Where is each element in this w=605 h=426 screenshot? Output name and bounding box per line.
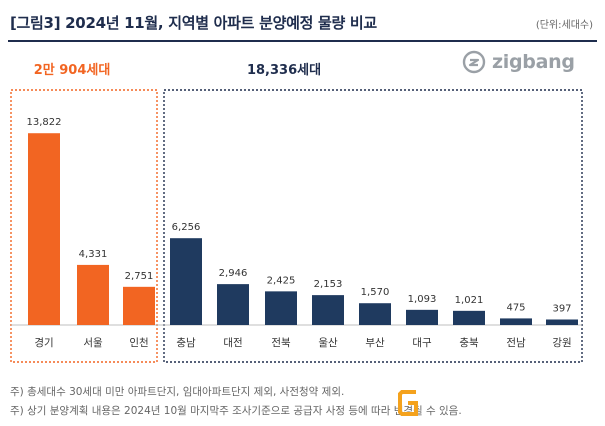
zigbang-logo-icon	[462, 50, 486, 74]
bar-대전	[217, 284, 249, 325]
data-label-울산: 2,153	[314, 279, 343, 290]
data-label-대구: 1,093	[408, 294, 437, 305]
category-label-전북: 전북	[271, 337, 291, 349]
g-watermark-icon	[398, 390, 418, 416]
capital-total-label: 2만 904세대	[34, 62, 111, 78]
logo-text: zigbang	[492, 51, 575, 73]
bar-충북	[453, 310, 485, 325]
data-label-부산: 1,570	[361, 287, 390, 298]
title-divider	[8, 40, 597, 42]
data-label-인천: 2,751	[125, 271, 154, 282]
data-label-대전: 2,946	[219, 268, 248, 279]
category-label-강원: 강원	[552, 337, 571, 349]
bar-충남	[170, 238, 202, 325]
provincial-total-label: 18,336세대	[247, 63, 321, 78]
bar-서울	[77, 264, 109, 325]
category-label-부산: 부산	[365, 337, 385, 349]
category-label-충북: 충북	[459, 337, 479, 349]
category-label-서울: 서울	[83, 337, 103, 349]
bar-부산	[359, 303, 391, 325]
category-label-충남: 충남	[176, 337, 196, 349]
category-label-경기: 경기	[34, 336, 53, 349]
category-label-울산: 울산	[318, 337, 338, 349]
zigbang-logo: zigbang	[462, 50, 575, 74]
data-label-경기: 13,822	[27, 117, 62, 128]
category-label-대전: 대전	[223, 337, 242, 349]
footnote-2: 주) 상기 분양계획 내용은 2024년 10월 마지막주 조사기준으로 공급자…	[10, 405, 462, 417]
data-label-서울: 4,331	[79, 249, 108, 260]
data-label-충남: 6,256	[172, 222, 201, 233]
capital-group-box	[10, 89, 158, 363]
category-label-대구: 대구	[412, 337, 432, 349]
bar-경기	[28, 133, 60, 325]
bar-인천	[123, 286, 155, 325]
data-label-전북: 2,425	[267, 275, 296, 286]
provincial-group-box	[163, 89, 583, 363]
data-label-전남: 475	[506, 302, 525, 313]
category-label-인천: 인천	[129, 337, 148, 349]
footnotes: 주) 총세대수 30세대 미만 아파트단지, 임대아파트단지 제외, 사전청약 …	[10, 383, 462, 421]
chart-title: [그림3] 2024년 11월, 지역별 아파트 분양예정 물량 비교	[10, 14, 377, 32]
bar-울산	[312, 295, 344, 325]
unit-label: (단위:세대수)	[535, 20, 593, 31]
category-label-전남: 전남	[506, 337, 526, 349]
bar-대구	[406, 309, 438, 325]
bar-전북	[265, 291, 297, 325]
footnote-1: 주) 총세대수 30세대 미만 아파트단지, 임대아파트단지 제외, 사전청약 …	[10, 386, 345, 398]
bar-전남	[500, 318, 532, 325]
data-label-충북: 1,021	[455, 295, 484, 306]
bar-강원	[546, 319, 578, 325]
data-label-강원: 397	[552, 303, 571, 314]
